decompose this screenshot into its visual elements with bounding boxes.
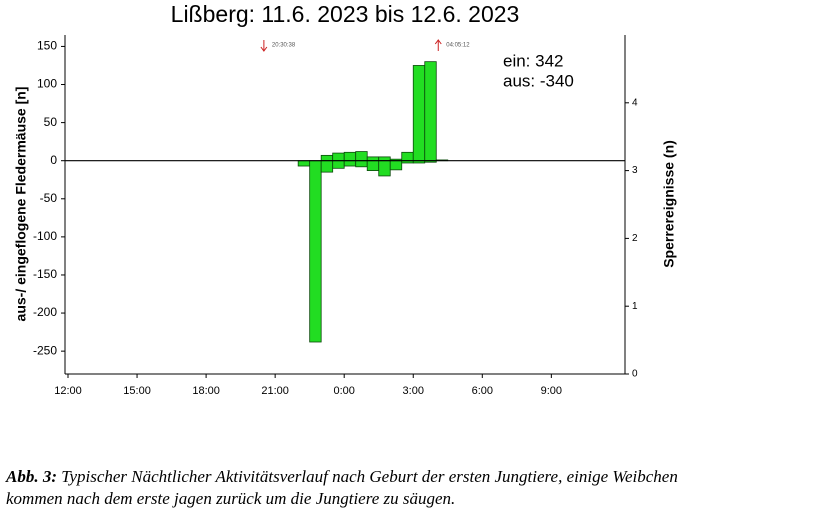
bar xyxy=(309,160,322,343)
caption-line: Abb. 3: Typischer Nächtlicher Aktivitäts… xyxy=(6,466,678,488)
bar xyxy=(332,152,345,162)
y-tick-label: -100 xyxy=(33,229,57,243)
chart: Lißberg: 11.6. 2023 bis 12.6. 2023 aus-/… xyxy=(13,1,677,397)
y-tick-label: -250 xyxy=(33,343,57,357)
caption: Abb. 3: Typischer Nächtlicher Aktivitäts… xyxy=(6,466,678,510)
y2-tick-label: 2 xyxy=(632,233,638,244)
y2-axis-label: Sperrereignisse (n) xyxy=(661,140,677,268)
bar xyxy=(343,151,357,162)
bar xyxy=(320,160,334,173)
x-tick-label: 0:00 xyxy=(333,385,354,397)
caption-text: Typischer Nächtlicher Aktivitätsverlauf … xyxy=(61,467,678,486)
y-tick-label: 100 xyxy=(37,77,57,91)
y-axis-label: aus-/ eingeflogene Fledermäuse [n] xyxy=(13,87,29,322)
y-tick-label: -150 xyxy=(33,267,57,281)
x-tick-label: 3:00 xyxy=(403,385,424,397)
chart-title: Lißberg: 11.6. 2023 bis 12.6. 2023 xyxy=(171,1,520,27)
annotation: aus: -340 xyxy=(503,71,574,90)
x-tick-label: 15:00 xyxy=(123,385,151,397)
marker-arrowhead xyxy=(434,39,442,45)
annotation: ein: 342 xyxy=(503,51,564,70)
caption-line: kommen nach dem erste jagen zurück um di… xyxy=(6,489,456,508)
y-tick-label: 50 xyxy=(44,115,58,129)
x-tick-label: 21:00 xyxy=(261,385,289,397)
marker-label: 20:30:38 xyxy=(272,43,296,49)
x-tick-label: 9:00 xyxy=(541,385,562,397)
bar xyxy=(389,160,403,171)
y2-tick-label: 3 xyxy=(632,165,638,176)
marker-label: 04:05:12 xyxy=(446,43,470,49)
y-tick-label: 0 xyxy=(50,153,57,167)
bar xyxy=(355,160,368,168)
y-tick-label: -200 xyxy=(33,305,57,319)
marker-arrowhead xyxy=(260,46,268,52)
y2-tick-label: 1 xyxy=(632,301,638,312)
bar xyxy=(297,160,311,167)
y2-tick-label: 4 xyxy=(632,97,638,108)
bar xyxy=(378,160,391,177)
y2-tick-label: 0 xyxy=(632,369,638,380)
x-tick-label: 6:00 xyxy=(472,385,493,397)
bar xyxy=(343,160,357,167)
bar xyxy=(332,160,345,169)
bar xyxy=(320,154,334,162)
bar xyxy=(355,151,368,162)
bar xyxy=(412,65,426,162)
bar xyxy=(366,160,380,171)
x-tick-label: 12:00 xyxy=(54,385,82,397)
bar xyxy=(424,61,437,162)
bar xyxy=(401,151,414,162)
y-tick-label: -50 xyxy=(40,191,58,205)
y-tick-label: 150 xyxy=(37,39,57,53)
caption-label: Abb. 3: xyxy=(6,467,57,486)
x-tick-label: 18:00 xyxy=(192,385,220,397)
